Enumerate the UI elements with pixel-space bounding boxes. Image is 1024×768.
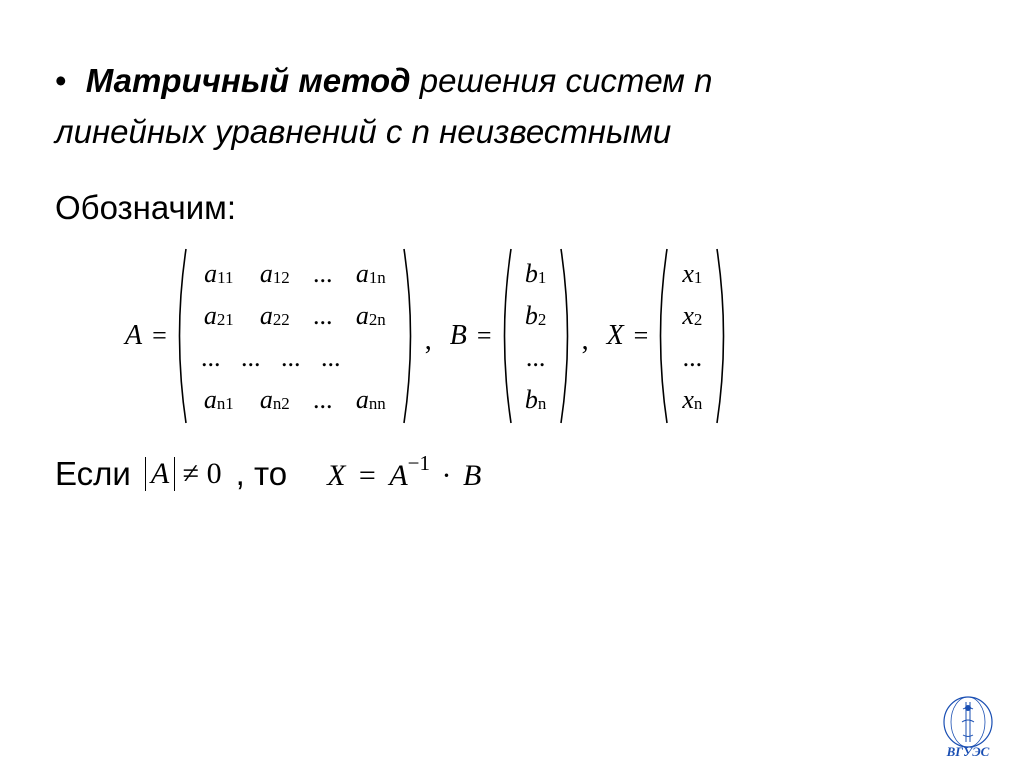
matrix-cell: ... — [191, 337, 231, 379]
matrix-row: ............ — [191, 337, 399, 379]
b-symbol: B — [463, 459, 481, 492]
vector-row: ... — [672, 337, 712, 379]
left-paren-icon — [171, 247, 189, 425]
vector-x-content: x1x2...xn — [670, 247, 714, 425]
vector-b-term: B = b1b2...bn — [450, 247, 576, 425]
slide-content: • Матричный метод решения систем n линей… — [0, 0, 1024, 533]
eq-sign: = — [359, 459, 376, 492]
matrix-row: a21a22...a2n — [191, 295, 399, 337]
eq-sign: = — [634, 321, 649, 351]
x-symbol: X — [327, 459, 345, 492]
det-a-neq-zero: A ≠ 0 — [145, 457, 222, 491]
matrix-a: a11a12...a1na21a22...a2n............an1a… — [171, 247, 419, 425]
vector-b-content: b1b2...bn — [514, 247, 558, 425]
then-text: , то — [236, 455, 287, 493]
vector-row: x2 — [672, 295, 712, 337]
right-paren-icon — [714, 247, 732, 425]
heading-line2: линейных уравнений с n неизвестными — [55, 113, 671, 150]
comma-sep: , — [425, 325, 432, 425]
matrix-cell: ... — [231, 337, 271, 379]
matrices-definition: A = a11a12...a1na21a22...a2n............… — [125, 247, 969, 425]
vector-row: b1 — [516, 253, 556, 295]
vector-b-name: B — [450, 320, 467, 352]
vector-cell: ... — [516, 337, 556, 379]
bullet-mark: • — [55, 55, 67, 106]
heading: • Матричный метод решения систем n линей… — [55, 55, 969, 157]
if-text: Если — [55, 455, 131, 493]
vector-cell: b1 — [516, 253, 556, 295]
university-logo: ВГУЭС — [928, 694, 1008, 758]
matrix-cell: a11 — [191, 253, 247, 295]
vector-cell: xn — [672, 379, 712, 421]
matrix-cell: a21 — [191, 295, 247, 337]
left-paren-icon — [652, 247, 670, 425]
dot-operator: · — [442, 459, 452, 492]
vector-row: bn — [516, 379, 556, 421]
vector-x-term: X = x1x2...xn — [607, 247, 733, 425]
heading-bold: Матричный метод — [86, 62, 411, 99]
condition-line: Если A ≠ 0 , то X = A−1 · B — [55, 455, 969, 493]
matrix-cell: a12 — [247, 253, 303, 295]
vector-row: ... — [516, 337, 556, 379]
matrix-a-content: a11a12...a1na21a22...a2n............an1a… — [189, 247, 401, 425]
eq-sign: = — [477, 321, 492, 351]
a-symbol: A — [389, 459, 407, 492]
vector-cell: b2 — [516, 295, 556, 337]
matrix-a-name: A — [125, 320, 142, 352]
eq-sign: = — [152, 321, 167, 351]
heading-rest1: решения систем n — [411, 62, 713, 99]
vector-x-name: X — [607, 320, 624, 352]
matrix-a-term: A = a11a12...a1na21a22...a2n............… — [125, 247, 419, 425]
logo-text: ВГУЭС — [946, 744, 990, 758]
left-paren-icon — [496, 247, 514, 425]
matrix-cell: ... — [303, 379, 343, 421]
matrix-cell: an1 — [191, 379, 247, 421]
matrix-cell: ... — [303, 295, 343, 337]
matrix-cell: a22 — [247, 295, 303, 337]
vector-x: x1x2...xn — [652, 247, 732, 425]
vector-row: x1 — [672, 253, 712, 295]
right-paren-icon — [401, 247, 419, 425]
matrix-cell: ann — [343, 379, 399, 421]
vector-b: b1b2...bn — [496, 247, 576, 425]
matrix-cell: an2 — [247, 379, 303, 421]
matrix-row: a11a12...a1n — [191, 253, 399, 295]
neq-sign: ≠ — [183, 457, 199, 490]
det-a: A — [145, 457, 175, 491]
vector-cell: x1 — [672, 253, 712, 295]
comma-sep: , — [582, 325, 589, 425]
matrix-cell: a2n — [343, 295, 399, 337]
vector-cell: bn — [516, 379, 556, 421]
inverse-exponent: −1 — [408, 451, 430, 475]
matrix-cell: ... — [311, 337, 351, 379]
vector-row: b2 — [516, 295, 556, 337]
zero: 0 — [207, 457, 222, 490]
vector-cell: x2 — [672, 295, 712, 337]
vector-cell: ... — [672, 337, 712, 379]
right-paren-icon — [558, 247, 576, 425]
matrix-row: an1an2...ann — [191, 379, 399, 421]
matrix-cell: ... — [303, 253, 343, 295]
matrix-cell: ... — [271, 337, 311, 379]
matrix-cell: a1n — [343, 253, 399, 295]
vector-row: xn — [672, 379, 712, 421]
solution-formula: X = A−1 · B — [327, 455, 481, 493]
label-denote: Обозначим: — [55, 189, 969, 227]
